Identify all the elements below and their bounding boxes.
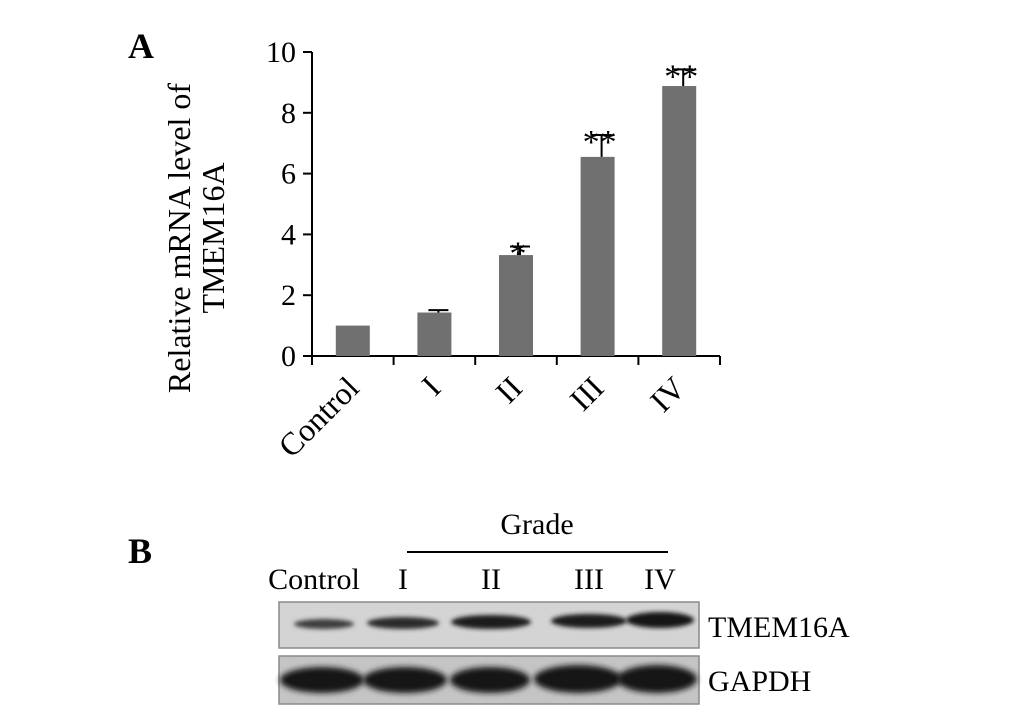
blot-strip-gapdh <box>278 655 700 705</box>
blot-lane-label-1: I <box>398 563 408 596</box>
bar <box>417 312 452 356</box>
y-tick-label: 6 <box>281 158 296 191</box>
x-category-labels: Control I II III IV <box>271 369 692 464</box>
significance-mark: ** <box>664 58 698 95</box>
blot-lane-label-3: III <box>574 563 604 596</box>
blot-band <box>551 614 627 628</box>
panel-a-label: A <box>128 26 154 66</box>
blot-band <box>626 612 694 628</box>
grade-label: Grade <box>500 508 573 541</box>
blot-band <box>280 667 364 693</box>
blot-band <box>534 665 622 693</box>
y-tick-label: 0 <box>281 340 296 373</box>
blot-band <box>451 615 531 629</box>
y-tick-labels: 0 2 4 6 8 10 <box>266 36 296 373</box>
chart-bars <box>335 68 697 356</box>
x-category-label: Control <box>271 369 366 464</box>
blot-strip-tmem16a <box>278 601 700 649</box>
bar <box>662 86 697 356</box>
bar <box>580 156 615 356</box>
x-category-label: I <box>414 369 447 402</box>
y-tick-label: 8 <box>281 97 296 130</box>
bar <box>335 325 370 356</box>
y-axis-label-line2: TMEM16A <box>195 162 231 313</box>
blot-row-label-gapdh: GAPDH <box>708 665 811 698</box>
blot-lane-label-control: Control <box>268 563 360 596</box>
y-tick-label: 2 <box>281 279 296 312</box>
blot-lane-label-2: II <box>481 563 501 596</box>
significance-marks: ***** <box>510 58 699 272</box>
x-category-label: III <box>562 369 610 417</box>
chart-axes <box>303 51 721 365</box>
y-axis-label-group: Relative mRNA level of TMEM16A <box>161 83 231 394</box>
significance-mark: * <box>510 236 527 273</box>
bar <box>499 255 533 356</box>
x-category-label: II <box>488 369 529 410</box>
blot-band <box>363 667 447 693</box>
blot-band <box>617 665 697 693</box>
blot-band <box>367 617 439 629</box>
blot-row-label-tmem16a: TMEM16A <box>708 611 850 644</box>
y-tick-label: 10 <box>266 36 296 69</box>
significance-mark: ** <box>583 124 617 161</box>
blot-band <box>294 619 354 629</box>
blot-lane-label-4: IV <box>644 563 676 596</box>
y-axis-label-line1: Relative mRNA level of <box>161 83 197 394</box>
blot-band <box>450 667 530 693</box>
y-tick-label: 4 <box>281 218 296 251</box>
x-category-label: IV <box>643 369 692 418</box>
panel-b-label: B <box>128 531 152 571</box>
